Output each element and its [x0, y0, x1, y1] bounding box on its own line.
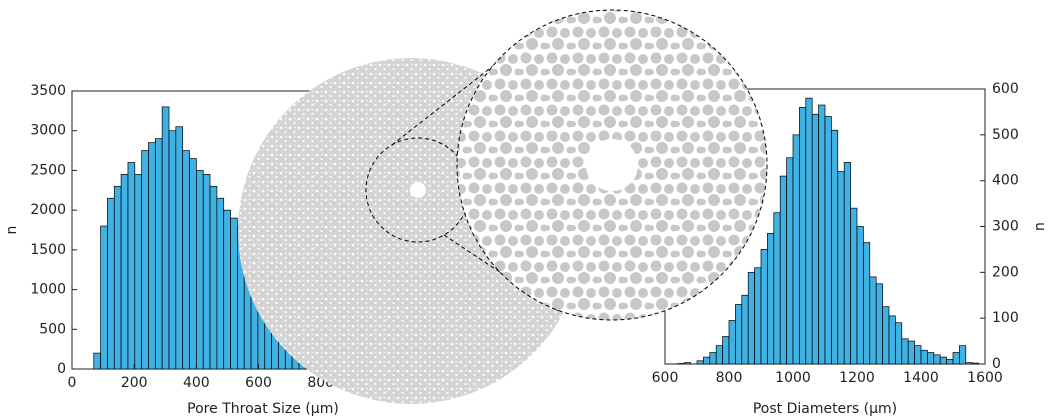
- y-tick-label: 500: [992, 127, 1019, 143]
- y-tick-label: 300: [992, 219, 1019, 235]
- bar: [934, 355, 940, 364]
- bar: [169, 131, 176, 369]
- bar: [953, 353, 959, 364]
- bar: [838, 172, 844, 365]
- bar: [742, 295, 748, 364]
- zoom-center-hole: [586, 139, 638, 191]
- bar: [889, 316, 895, 364]
- bar: [684, 363, 690, 364]
- bar: [761, 249, 767, 364]
- bar: [851, 208, 857, 364]
- bar: [231, 218, 238, 369]
- bar: [831, 130, 837, 364]
- bar: [94, 353, 101, 369]
- bar: [101, 226, 108, 369]
- y-axis-label: n: [1032, 222, 1048, 231]
- bar: [155, 139, 162, 369]
- center-hole: [410, 182, 426, 198]
- bar: [121, 174, 128, 369]
- bar: [723, 337, 729, 365]
- bar: [767, 233, 773, 364]
- y-tick-label: 500: [39, 321, 66, 337]
- bar: [196, 170, 203, 369]
- bar: [203, 174, 210, 369]
- bar: [857, 227, 863, 365]
- bar: [876, 284, 882, 364]
- bar: [870, 277, 876, 364]
- y-tick-label: 1500: [30, 242, 66, 258]
- y-tick-label: 600: [992, 81, 1019, 97]
- bar: [716, 346, 722, 364]
- bar: [927, 353, 933, 364]
- bar: [793, 135, 799, 364]
- bar: [915, 346, 921, 364]
- y-tick-label: 2000: [30, 202, 66, 218]
- y-tick-label: 0: [57, 361, 66, 377]
- bar: [863, 243, 869, 364]
- bar: [844, 162, 850, 364]
- bar: [774, 213, 780, 364]
- bar: [940, 357, 946, 364]
- bar: [224, 210, 231, 369]
- y-tick-label: 100: [992, 310, 1019, 326]
- bar: [729, 320, 735, 364]
- bar: [966, 363, 972, 364]
- bar: [921, 350, 927, 364]
- x-tick-label: 1200: [839, 370, 875, 386]
- y-tick-label: 3500: [30, 83, 66, 99]
- bar: [825, 117, 831, 365]
- bar: [735, 304, 741, 364]
- x-tick-label: 200: [121, 375, 148, 391]
- bar: [128, 162, 135, 369]
- bar: [697, 361, 703, 364]
- bar: [107, 198, 114, 369]
- bar: [703, 357, 709, 364]
- y-tick-label: 3000: [30, 123, 66, 139]
- bar: [755, 268, 761, 364]
- x-tick-label: 800: [716, 370, 743, 386]
- x-tick-label: 600: [245, 375, 272, 391]
- y-tick-label: 1000: [30, 282, 66, 298]
- y-tick-label: 200: [992, 264, 1019, 280]
- bar: [114, 186, 121, 369]
- bar: [748, 272, 754, 364]
- bar: [883, 307, 889, 364]
- bar: [135, 174, 142, 369]
- x-tick-label: 600: [652, 370, 679, 386]
- y-tick-label: 400: [992, 173, 1019, 189]
- bar: [908, 341, 914, 364]
- bar: [210, 186, 217, 369]
- bar: [799, 107, 805, 364]
- bar: [217, 198, 224, 369]
- x-tick-label: 1400: [903, 370, 939, 386]
- y-tick-label: 2500: [30, 162, 66, 178]
- x-tick-label: 0: [68, 375, 77, 391]
- bar: [162, 107, 169, 369]
- bar: [176, 127, 183, 369]
- x-tick-label: 1000: [775, 370, 811, 386]
- bar: [780, 176, 786, 364]
- bar: [972, 363, 978, 364]
- bar: [710, 353, 716, 364]
- bar: [190, 159, 197, 369]
- bar: [819, 105, 825, 364]
- bar: [959, 346, 965, 364]
- bar: [142, 151, 149, 369]
- figure: 0 500 1000 1500 2000 2500 3000 3500 0 200 400 600 80…: [0, 0, 1055, 418]
- x-axis-label: Pore Throat Size (μm): [187, 401, 339, 417]
- y-axis-label: n: [4, 226, 20, 235]
- bar: [787, 158, 793, 364]
- x-axis-label: Post Diameters (μm): [753, 401, 897, 417]
- bar: [895, 323, 901, 364]
- bar: [148, 143, 155, 369]
- x-tick-label: 1600: [967, 370, 1003, 386]
- bar: [806, 98, 812, 364]
- x-tick-label: 400: [183, 375, 210, 391]
- bar: [902, 339, 908, 364]
- bar: [812, 114, 818, 364]
- bar: [183, 151, 190, 369]
- bar: [947, 359, 953, 364]
